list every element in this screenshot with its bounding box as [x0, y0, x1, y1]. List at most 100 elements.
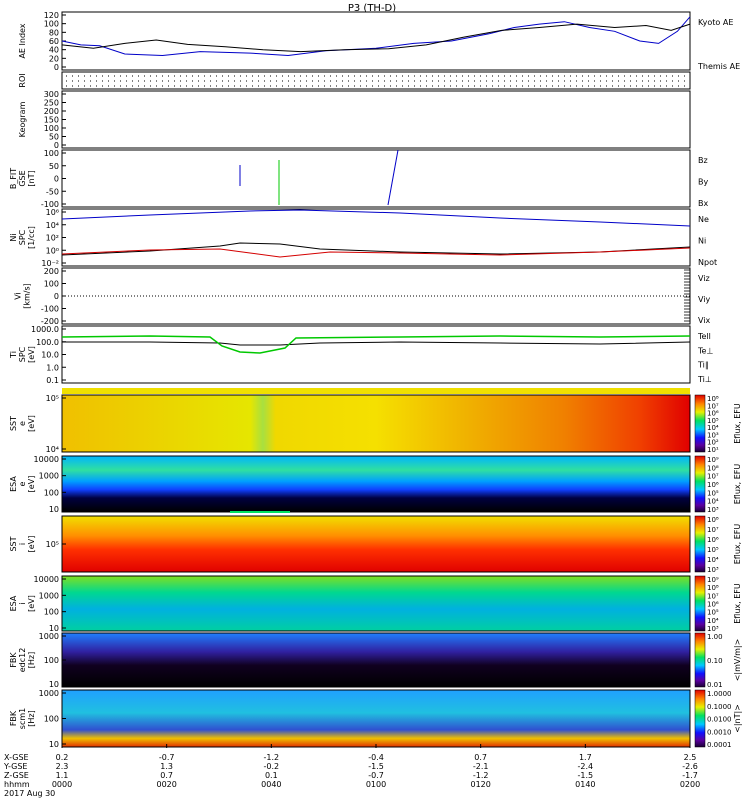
- ylabel-line-fbk_b: scm1: [18, 708, 27, 729]
- ytick-label-ti: 1000.0: [31, 325, 59, 334]
- ytick-label-ni: 10⁰: [46, 246, 59, 255]
- ytick-label-ni: 10⁻²: [41, 259, 59, 268]
- xtick-label: -1.2: [473, 771, 489, 780]
- colorbar-tick-sst_i: 10⁶: [707, 536, 719, 544]
- ytick-label-ti: 1.0: [46, 363, 59, 372]
- colorbar-tick-esa_i: 10⁸: [707, 584, 719, 592]
- ylabel-ti: Ti SPC [eV]: [9, 346, 36, 363]
- ylabel-sst_e: SST e [eV]: [9, 415, 36, 432]
- colorbar-tick-fbk_b: 0.0100: [707, 716, 732, 724]
- ylabel-line-ae: AE Index: [18, 23, 27, 58]
- colorbar-tick-sst_i: 10⁵: [707, 546, 719, 554]
- colorbar-tick-fbk_e: 0.01: [707, 681, 723, 689]
- ytick-label-ni: 10⁶: [46, 208, 59, 217]
- ytick-label-ae: 60: [49, 37, 59, 46]
- ytick-label-fbk_e: 100: [44, 656, 59, 665]
- colorbar-tick-fbk_e: 0.10: [707, 657, 723, 665]
- colorbar-tick-sst_e: 10¹: [707, 446, 719, 454]
- ti-tipar-line: [61, 335, 691, 354]
- xtick-label: 1.7: [579, 753, 592, 762]
- ylabel-line-esa_i: i: [18, 602, 27, 604]
- ytick-label-fbk_b: 10: [49, 740, 59, 749]
- ytick-label-ae: 20: [49, 54, 59, 63]
- esa-e-marker: [230, 511, 290, 513]
- frame-bfit: [61, 149, 691, 208]
- colorbar-esa_i: [694, 575, 706, 632]
- ytick-label-fbk_b: 100: [44, 715, 59, 724]
- legend-bfit: By: [698, 178, 708, 187]
- colorbar-fbk_b: [694, 689, 706, 748]
- ytick-label-sst_e: 10⁵: [46, 394, 59, 403]
- ylabel-bfit: B_FIT GSE [nT]: [9, 168, 36, 189]
- ytick-label-keogram: 50: [49, 133, 59, 142]
- xaxis-row-label: Y-GSE: [3, 762, 27, 771]
- ylabel-line-ti: [eV]: [27, 346, 36, 363]
- colorbar-esa_e: [694, 455, 706, 513]
- colorbar-fbk_e: [694, 632, 706, 688]
- panel-fbk_e: 1000 100 10 FBK edc12 [Hz] 1.00 0.10 0.01 <|mV/m|…: [9, 632, 742, 689]
- colorbar-tick-sst_e: 10²: [707, 439, 719, 447]
- colorbar-label-esa_e: Eflux, EFU: [733, 464, 742, 505]
- colorbar-label-text: Eflux, EFU: [733, 524, 742, 565]
- ylabel-line-bfit: [nT]: [27, 170, 36, 186]
- colorbar-label-fbk_b: <|nT|>: [733, 704, 742, 733]
- ylabel-ni: Ni SPC [1/cc]: [9, 226, 36, 249]
- colorbar-label-text: Eflux, EFU: [733, 403, 742, 444]
- ytick-label-fbk_b: 1000: [39, 689, 59, 698]
- legend-vi: Vix: [698, 316, 711, 325]
- xtick-label: 0040: [261, 780, 281, 789]
- spectrogram-sst_e: [62, 395, 690, 452]
- ti-tell-line: [62, 341, 691, 346]
- colorbar-label-text: <|nT|>: [733, 704, 742, 733]
- xtick-label: 0.7: [474, 753, 487, 762]
- xtick-label: 0120: [470, 780, 490, 789]
- xaxis-row-label: hhmm: [4, 780, 30, 789]
- series-kyoto-ae: [61, 16, 691, 57]
- ytick-label-esa_i: 10000: [34, 575, 59, 584]
- panel-bfit: 100 50 0 -50 -100 B_FIT GSE [nT] Bz By Bx: [9, 149, 708, 209]
- ytick-label-keogram: 300: [44, 90, 59, 99]
- ylabel-line-ni: [1/cc]: [27, 226, 36, 249]
- ytick-label-sst_e: 10⁴: [46, 445, 59, 454]
- ytick-label-fbk_e: 1000: [39, 632, 59, 641]
- ylabel-line-esa_e: e: [18, 481, 27, 486]
- xtick-label: 2.5: [684, 753, 697, 762]
- spectrogram-fbk_b: [62, 690, 690, 747]
- ylabel-line-sst_e: SST: [9, 416, 18, 431]
- colorbar-tick-esa_e: 10⁵: [707, 489, 719, 497]
- ytick-label-esa_i: 1000: [39, 591, 59, 600]
- xtick-label: -1.5: [578, 771, 594, 780]
- xtick-label: 0.7: [160, 771, 173, 780]
- colorbar-tick-fbk_b: 0.0010: [707, 728, 732, 736]
- ytick-label-vi: 0: [54, 292, 59, 301]
- ylabel-line-ti: Ti: [9, 351, 18, 359]
- ytick-label-ae: 40: [49, 46, 59, 55]
- xtick-label: 1.1: [56, 771, 69, 780]
- legend-ae: Themis AE: [697, 62, 740, 71]
- ylabel-line-sst_i: SST: [9, 536, 18, 551]
- xtick-label: -2.6: [682, 762, 698, 771]
- legend-ni: Ni: [698, 237, 706, 246]
- xtick-label: -0.2: [264, 762, 280, 771]
- ylabel-line-sst_e: e: [18, 421, 27, 426]
- ylabel-line-esa_i: ESA: [9, 595, 18, 611]
- xtick-label: -2.1: [473, 762, 489, 771]
- xtick-label: -2.4: [578, 762, 594, 771]
- ytick-label-esa_e: 1000: [39, 472, 59, 481]
- ni-npot-line: [61, 209, 691, 227]
- frame-esa_e: [61, 455, 691, 513]
- ylabel-roi: ROI: [18, 73, 27, 87]
- ytick-label-keogram: 150: [44, 116, 59, 125]
- frame-sst_e: [61, 394, 691, 453]
- ylabel-line-esa_e: ESA: [9, 476, 18, 492]
- colorbar-tick-sst_e: 10⁴: [707, 424, 719, 432]
- colorbar-tick-sst_e: 10⁸: [707, 395, 719, 403]
- ytick-label-ae: 0: [54, 63, 59, 72]
- colorbar-tick-sst_i: 10⁷: [707, 526, 719, 534]
- ytick-label-esa_e: 10000: [34, 455, 59, 464]
- colorbar-tick-fbk_b: 0.1000: [707, 703, 732, 711]
- spectrogram-esa_i: [62, 576, 690, 631]
- panel-esa_i: 10000 1000 100 10 ESA i [eV] 10⁹10⁸10⁷10⁶10⁵10⁴…: [9, 575, 742, 633]
